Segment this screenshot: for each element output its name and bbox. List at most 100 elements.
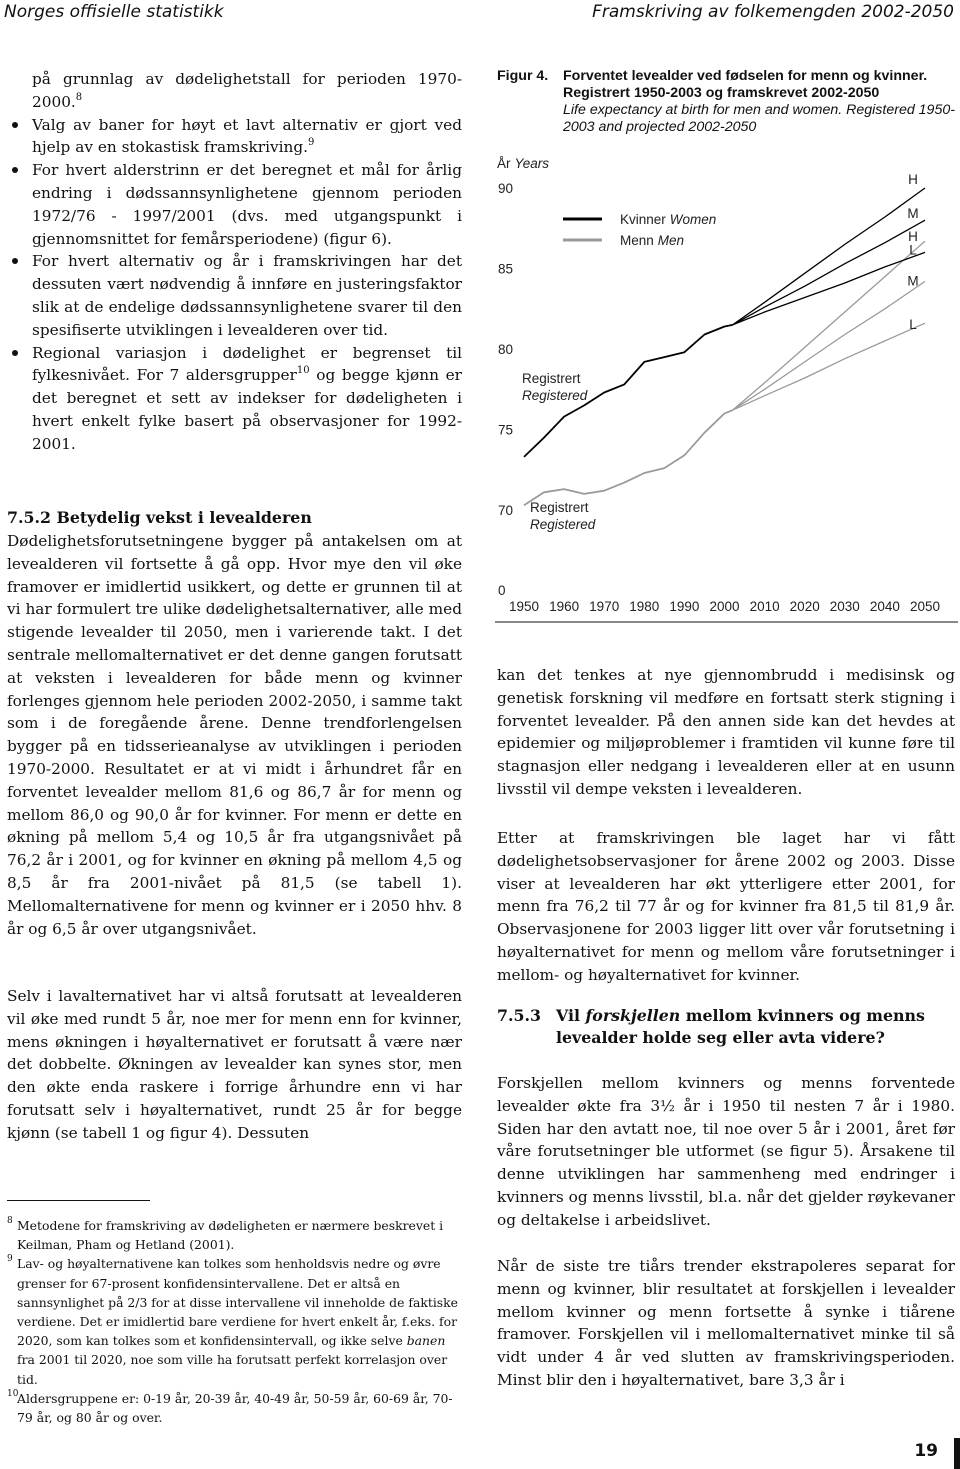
y-tick-label: 80 <box>498 342 513 357</box>
x-tick-label: 1960 <box>549 599 579 614</box>
header-left: Norges offisielle statistikk <box>4 2 224 22</box>
footnote: 10 Aldersgruppene er: 0-19 år, 20-39 år, … <box>7 1389 465 1427</box>
x-tick-label: 1950 <box>509 599 539 614</box>
section-heading: 7.5.3 Vil forskjellen mellom kvinners og… <box>497 1005 927 1049</box>
footnote-ref: 10 <box>296 365 310 377</box>
continued-item: på grunnlag av dødelighetstall for perio… <box>7 68 462 114</box>
text-run: Metodene for framskriving av dødelighete… <box>17 1218 444 1253</box>
figure-label: Figur 4. <box>497 68 549 84</box>
text-run: mellom kvinners og menns levealder holde… <box>556 1006 925 1047</box>
x-tick-label: 1970 <box>589 599 619 614</box>
x-tick-label: 2050 <box>910 599 940 614</box>
section-number: 7.5.2 <box>7 508 51 527</box>
x-tick-label: 2040 <box>870 599 900 614</box>
y-tick-label: 75 <box>498 423 513 438</box>
section-title: Betydelig vekst i levealderen <box>56 508 312 527</box>
annotation-en: Registered <box>522 388 588 403</box>
text-run: For hvert alderstrinn er det beregnet et… <box>32 161 462 248</box>
text-run: For hvert alternativ og år i framskrivin… <box>32 252 462 339</box>
text-run: Lav- og høyalternativene kan tolkes som … <box>17 1256 458 1349</box>
x-tick-label: 2030 <box>830 599 860 614</box>
legend-label: Menn Men <box>620 233 684 248</box>
footnote: 9 Lav- og høyalternativene kan tolkes som… <box>7 1254 465 1388</box>
annotation: Registrert <box>522 371 581 386</box>
legend-label: Kvinner Women <box>620 212 716 227</box>
footnotes: 8 Metodene for framskriving av dødelighet… <box>7 1216 465 1427</box>
projection-label: H <box>908 172 918 187</box>
annotation-en: Registered <box>530 517 596 532</box>
y-axis-label: År Years <box>497 156 549 171</box>
bullet-item: For hvert alternativ og år i framskrivin… <box>7 250 462 341</box>
page-corner-mark <box>954 1438 960 1469</box>
y-axis-label-no: År <box>497 156 511 171</box>
text-run: Når de siste tre tiårs trender ekstrapol… <box>497 1257 955 1389</box>
y-tick-label: 0 <box>498 583 506 598</box>
text-run: kan det tenkes at nye gjennombrudd i med… <box>497 666 955 798</box>
paragraph: Når de siste tre tiårs trender ekstrapol… <box>497 1255 955 1392</box>
text-run: fra 2001 til 2020, noe som ville ha foru… <box>17 1352 448 1387</box>
projection-label: L <box>909 317 917 332</box>
projection-line <box>732 280 926 411</box>
projection-line <box>732 187 926 326</box>
text-run: Etter at framskrivingen ble laget har vi… <box>497 829 955 984</box>
footnote-ref: 9 <box>308 137 315 149</box>
italic-run: forskjellen <box>585 1006 681 1025</box>
paragraph: Selv i lavalternativet har vi altså foru… <box>7 985 462 1145</box>
projection-label: H <box>908 229 918 244</box>
header-right: Framskriving av folkemengden 2002-2050 <box>592 2 954 22</box>
registered-line <box>523 409 733 506</box>
registered-line <box>523 324 733 458</box>
footnote: 8 Metodene for framskriving av dødelighet… <box>7 1216 465 1254</box>
bullet-item: For hvert alderstrinn er det beregnet et… <box>7 159 462 250</box>
footnote-text: Metodene for framskriving av dødelighete… <box>17 1216 465 1254</box>
section-title: Vil forskjellen mellom kvinners og menns… <box>556 1005 927 1049</box>
footnote-mark: 10 <box>7 1388 19 1399</box>
footnote-rule <box>7 1200 150 1201</box>
x-tick-label: 2020 <box>790 599 820 614</box>
y-axis-label-en: Years <box>515 156 550 171</box>
annotation: Registrert <box>530 500 589 515</box>
x-tick-label: 1980 <box>629 599 659 614</box>
text-run: Selv i lavalternativet har vi altså foru… <box>7 987 462 1142</box>
paragraph: kan det tenkes at nye gjennombrudd i med… <box>497 664 955 801</box>
text-run: på grunnlag av dødelighetstall for perio… <box>32 70 462 111</box>
text-run: Forskjellen mellom kvinners og menns for… <box>497 1074 955 1229</box>
projection-line <box>732 322 926 411</box>
paragraph: Forskjellen mellom kvinners og menns for… <box>497 1072 955 1232</box>
paragraph: Dødelighetsforutsetningene bygger på ant… <box>7 530 462 940</box>
projection-line <box>732 240 926 411</box>
text-run: Regional variasjon i dødelighet er begre… <box>32 343 462 385</box>
footnote-mark: 9 <box>7 1254 13 1265</box>
text-run: Aldersgruppene er: 0-19 år, 20-39 år, 40… <box>17 1390 453 1426</box>
bullet-item: Regional variasjon i dødelighet er begre… <box>7 342 462 456</box>
projection-label: M <box>907 206 918 221</box>
bullet-item: Valg av baner for høyt et lavt alternati… <box>7 114 462 160</box>
footnote-text: Lav- og høyalternativene kan tolkes som … <box>17 1254 465 1388</box>
y-tick-label: 70 <box>498 503 513 518</box>
footnote-mark: 8 <box>7 1216 13 1226</box>
projection-label: L <box>909 242 917 257</box>
figure-caption: Forventet levealder ved fødselen for men… <box>563 68 958 136</box>
projection-line <box>732 251 926 326</box>
section-heading: 7.5.2 Betydelig vekst i levealderen <box>7 507 462 529</box>
x-tick-label: 2010 <box>750 599 780 614</box>
bullet-list: på grunnlag av dødelighetstall for perio… <box>7 68 462 456</box>
italic-run: banen <box>406 1333 446 1349</box>
y-tick-label: 85 <box>498 262 513 277</box>
text-run: Vil <box>556 1006 586 1025</box>
footnote-ref: 8 <box>75 91 83 103</box>
text-run: Dødelighetsforutsetningene bygger på ant… <box>7 532 462 938</box>
figure-title: Forventet levealder ved fødselen for men… <box>563 68 928 101</box>
section-number: 7.5.3 <box>497 1006 541 1025</box>
y-tick-label: 90 <box>498 181 513 196</box>
footnote-text: Aldersgruppene er: 0-19 år, 20-39 år, 40… <box>17 1389 465 1427</box>
bullet <box>12 258 18 265</box>
chart: 0 70 75 80 85 90 1950 1960 1970 1980 1990 2000 2010 2… <box>495 156 958 623</box>
projection-line <box>732 219 926 326</box>
projection-label: M <box>907 273 918 288</box>
bullet <box>12 167 18 174</box>
page-number: 19 <box>914 1441 938 1461</box>
legend-name: Kvinner <box>620 212 666 227</box>
figure-subtitle: Life expectancy at birth for men and wom… <box>563 102 955 135</box>
